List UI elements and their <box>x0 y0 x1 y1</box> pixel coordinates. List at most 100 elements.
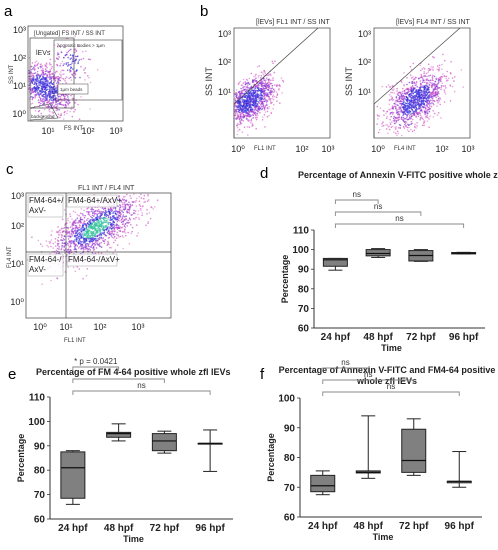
event-dot <box>414 103 417 106</box>
event-dot <box>420 89 422 91</box>
event-dot <box>444 59 446 62</box>
event-dot <box>135 224 138 226</box>
event-dot <box>436 68 438 71</box>
event-dot <box>68 246 71 248</box>
event-dot <box>440 88 442 91</box>
event-dot <box>47 105 50 107</box>
event-dot <box>83 220 85 222</box>
event-dot <box>409 90 411 93</box>
event-dot <box>128 217 131 219</box>
event-dot <box>437 95 439 98</box>
event-dot <box>60 103 63 106</box>
event-dot <box>117 216 120 218</box>
event-dot <box>252 111 254 113</box>
event-dot <box>411 130 414 133</box>
event-dot <box>400 80 402 83</box>
event-dot <box>81 244 83 246</box>
event-dot <box>96 242 98 244</box>
event-dot <box>78 235 81 238</box>
event-dot <box>426 91 429 94</box>
event-dot <box>411 91 413 93</box>
event-dot <box>67 96 69 98</box>
event-dot <box>116 231 119 234</box>
event-dot <box>385 117 388 119</box>
event-dot <box>236 113 239 115</box>
event-dot <box>240 112 243 115</box>
event-dot <box>120 201 122 203</box>
event-dot <box>52 92 54 94</box>
event-dot <box>60 74 62 76</box>
event-dot <box>83 234 85 237</box>
event-dot <box>100 246 103 248</box>
event-dot <box>122 231 124 233</box>
event-dot <box>402 110 405 113</box>
event-dot <box>54 238 57 240</box>
event-dot <box>134 210 137 212</box>
event-dot <box>82 224 85 227</box>
event-dot <box>410 68 413 71</box>
event-dot <box>92 212 94 214</box>
event-dot <box>413 105 415 107</box>
event-dot <box>31 82 34 84</box>
event-dot <box>248 92 250 95</box>
event-dot <box>69 221 71 224</box>
event-dot <box>424 110 426 113</box>
event-dot <box>403 90 406 93</box>
event-dot <box>428 103 430 105</box>
event-dot <box>49 75 51 77</box>
event-dot <box>435 77 437 80</box>
event-dot <box>409 88 411 90</box>
event-dot <box>408 95 411 98</box>
event-dot <box>432 92 435 95</box>
event-dot <box>435 96 437 99</box>
event-dot <box>438 67 440 69</box>
event-dot <box>274 60 276 62</box>
event-dot <box>56 91 59 94</box>
event-dot <box>434 88 437 91</box>
event-dot <box>406 126 409 129</box>
event-dot <box>408 130 410 133</box>
event-dot <box>279 102 281 104</box>
event-dot <box>78 45 80 47</box>
event-dot <box>396 99 399 102</box>
event-dot <box>59 229 61 231</box>
event-dot <box>80 208 83 210</box>
event-dot <box>52 97 54 99</box>
event-dot <box>278 84 280 86</box>
event-dot <box>64 103 67 106</box>
event-dot <box>52 99 54 101</box>
x-tick-label: 10³ <box>109 126 122 136</box>
event-dot <box>58 233 60 236</box>
event-dot <box>124 195 126 198</box>
event-dot <box>267 89 270 91</box>
event-dot <box>38 77 40 80</box>
event-dot <box>76 222 78 224</box>
event-dot <box>118 230 120 232</box>
event-dot <box>46 95 49 97</box>
event-dot <box>96 218 99 220</box>
event-dot <box>278 87 280 90</box>
event-dot <box>411 85 414 87</box>
event-dot <box>249 113 251 116</box>
event-dot <box>130 204 132 207</box>
event-dot <box>72 57 74 59</box>
event-dot <box>67 56 69 59</box>
event-dot <box>56 64 59 67</box>
event-dot <box>31 102 34 105</box>
event-dot <box>51 90 54 93</box>
event-dot <box>423 106 425 109</box>
event-dot <box>425 116 428 118</box>
event-dot <box>395 97 398 99</box>
event-dot <box>109 231 112 233</box>
event-dot <box>434 93 437 95</box>
event-dot <box>389 99 391 101</box>
event-dot <box>406 97 409 99</box>
event-dot <box>77 62 79 65</box>
event-dot <box>410 128 412 131</box>
event-dot <box>44 78 47 81</box>
event-dot <box>235 110 238 113</box>
event-dot <box>266 83 268 85</box>
event-dot <box>253 104 255 106</box>
event-dot <box>419 86 422 88</box>
event-dot <box>404 104 407 107</box>
